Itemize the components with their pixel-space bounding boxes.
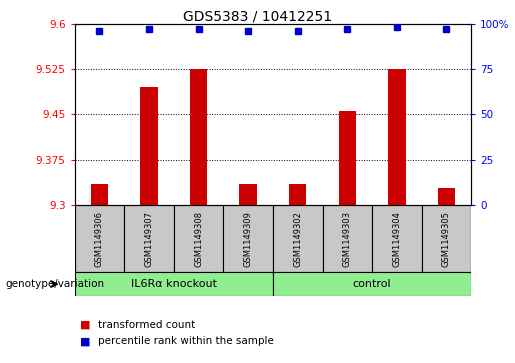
Text: genotype/variation: genotype/variation: [5, 279, 104, 289]
Text: GSM1149309: GSM1149309: [244, 211, 253, 266]
Text: GSM1149303: GSM1149303: [343, 211, 352, 267]
Bar: [372, 205, 422, 272]
Bar: [388, 69, 405, 205]
Bar: [289, 184, 306, 205]
Bar: [124, 205, 174, 272]
Text: GDS5383 / 10412251: GDS5383 / 10412251: [183, 9, 332, 23]
Text: percentile rank within the sample: percentile rank within the sample: [98, 336, 274, 346]
Bar: [339, 111, 356, 205]
Bar: [174, 205, 224, 272]
Text: ■: ■: [80, 320, 90, 330]
Bar: [141, 87, 158, 205]
Bar: [75, 272, 273, 296]
Bar: [422, 205, 471, 272]
Bar: [224, 205, 273, 272]
Bar: [91, 184, 108, 205]
Bar: [75, 205, 124, 272]
Text: GSM1149305: GSM1149305: [442, 211, 451, 266]
Bar: [190, 69, 207, 205]
Bar: [273, 272, 471, 296]
Text: GSM1149304: GSM1149304: [392, 211, 401, 266]
Text: GSM1149307: GSM1149307: [145, 211, 153, 267]
Text: GSM1149308: GSM1149308: [194, 211, 203, 267]
Bar: [273, 205, 322, 272]
Bar: [322, 205, 372, 272]
Text: IL6Rα knockout: IL6Rα knockout: [131, 279, 217, 289]
Text: GSM1149306: GSM1149306: [95, 211, 104, 267]
Bar: [438, 188, 455, 205]
Text: control: control: [353, 279, 391, 289]
Text: ■: ■: [80, 336, 90, 346]
Text: GSM1149302: GSM1149302: [293, 211, 302, 266]
Bar: [239, 184, 257, 205]
Text: transformed count: transformed count: [98, 320, 195, 330]
